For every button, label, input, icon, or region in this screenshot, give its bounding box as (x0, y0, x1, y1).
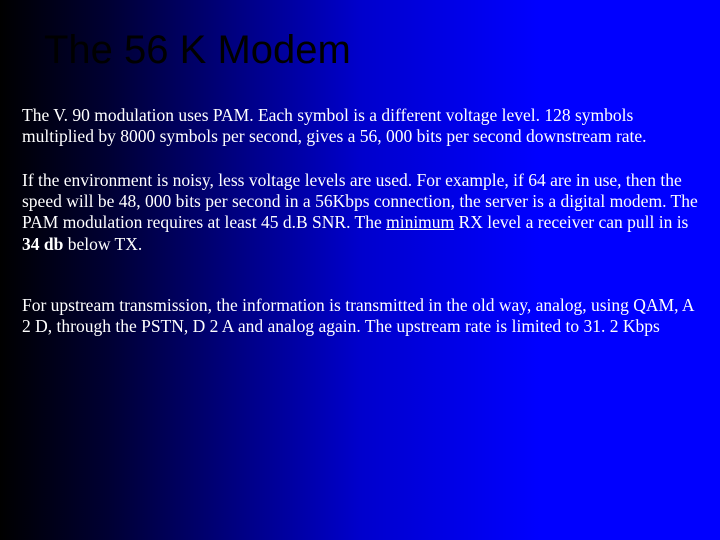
p2-underline: minimum (386, 212, 454, 232)
slide-title: The 56 K Modem (0, 0, 720, 73)
paragraph-1: The V. 90 modulation uses PAM. Each symb… (22, 105, 698, 148)
slide: The 56 K Modem The V. 90 modulation uses… (0, 0, 720, 540)
slide-body: The V. 90 modulation uses PAM. Each symb… (0, 105, 720, 338)
paragraph-2: If the environment is noisy, less voltag… (22, 170, 698, 255)
p2-text-c: below TX. (63, 234, 142, 254)
paragraph-3: For upstream transmission, the informati… (22, 295, 698, 338)
p2-text-b: RX level a receiver can pull in is (454, 212, 688, 232)
p2-bold: 34 db (22, 234, 63, 254)
